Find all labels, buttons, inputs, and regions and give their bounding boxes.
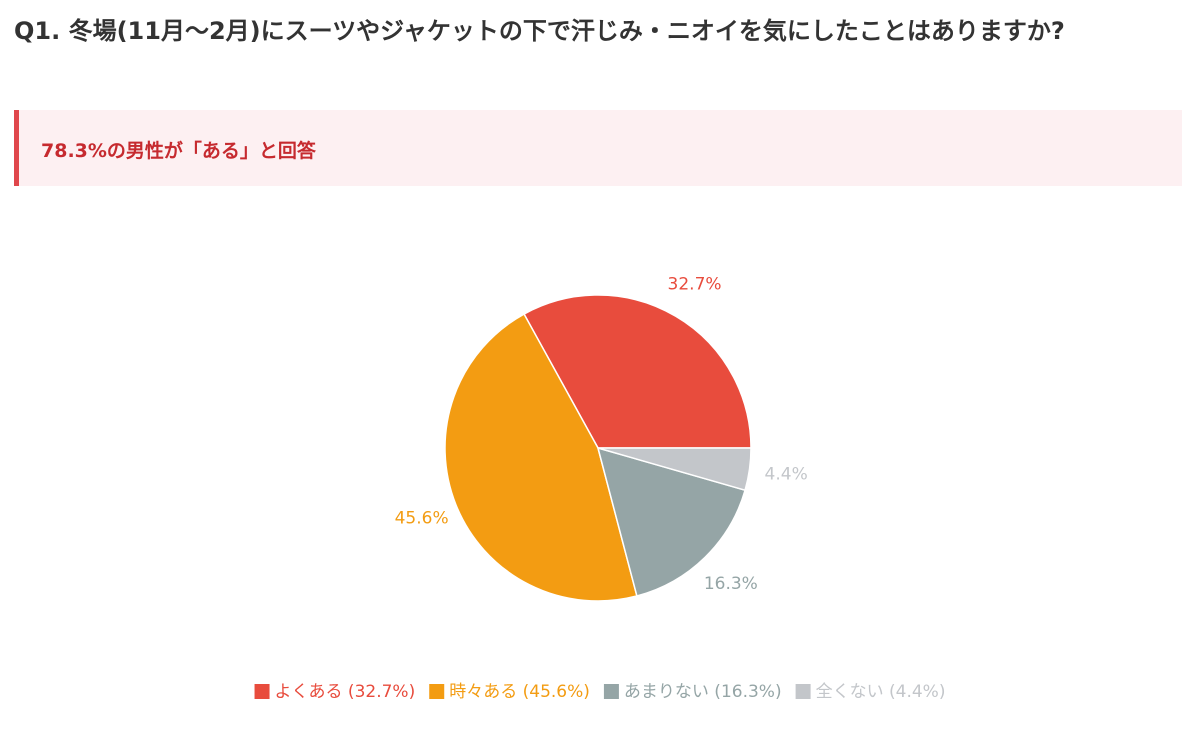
data-label: 32.7% — [668, 274, 722, 294]
callout-text: 78.3%の男性が「ある」と回答 — [41, 140, 316, 162]
chart-title: Q1. 冬場(11月〜2月)にスーツやジャケットの下で汗じみ・ニオイを気にしたこ… — [14, 17, 1065, 45]
legend-label: 全くない (4.4%) — [816, 682, 946, 702]
legend-swatch — [254, 684, 270, 699]
legend-swatch — [795, 684, 811, 699]
chart: 32.7% 45.6% 16.3% 4.4% よくある (32.7%) 時々ある (45.… — [254, 274, 946, 702]
legend-label: 時々ある (45.6%) — [449, 682, 590, 702]
legend-swatch — [603, 684, 619, 699]
data-label: 16.3% — [704, 574, 758, 594]
legend-label: よくある (32.7%) — [275, 682, 416, 702]
legend-label: あまりない (16.3%) — [624, 682, 782, 702]
data-label: 4.4% — [765, 464, 808, 484]
pie-slice — [444, 313, 638, 602]
pie-slice — [597, 447, 752, 492]
legend-swatch — [429, 684, 445, 699]
pie-slice — [596, 446, 747, 597]
pie-slice — [523, 294, 752, 449]
callout: 78.3%の男性が「ある」と回答 — [14, 110, 1182, 186]
data-label: 45.6% — [395, 509, 449, 529]
